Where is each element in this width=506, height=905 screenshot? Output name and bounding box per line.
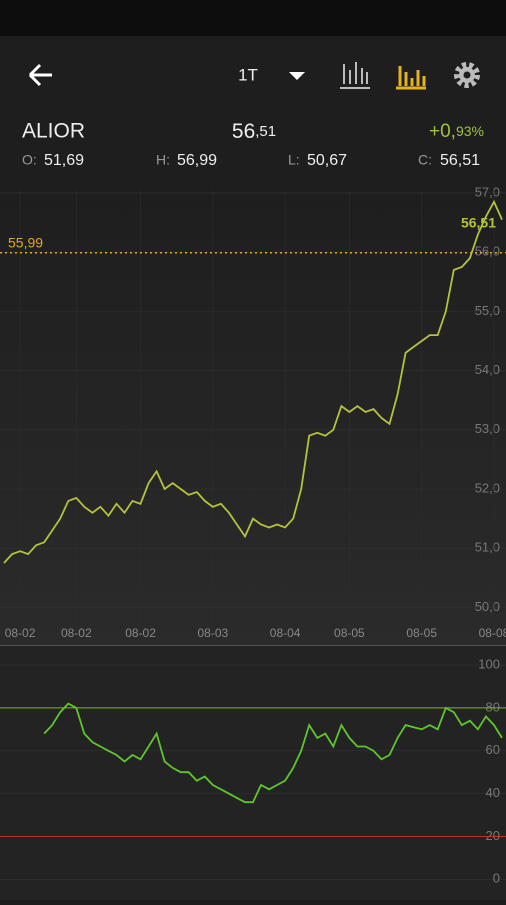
x-tick-label: 08-03 xyxy=(197,626,228,640)
x-tick-label: 08-05 xyxy=(406,626,437,640)
y-tick-label: 100 xyxy=(478,657,500,672)
ohlc-label: H: xyxy=(156,152,170,168)
y-tick-label: 56,0 xyxy=(475,244,500,259)
status-bar xyxy=(0,0,506,36)
change-main: +0, xyxy=(429,121,456,142)
ohlc-value: 50,67 xyxy=(307,152,347,169)
ohlc-label: L: xyxy=(288,152,300,168)
period[interactable]: 1T xyxy=(238,65,258,84)
x-tick-label: 08-05 xyxy=(334,626,365,640)
price-dec: ,51 xyxy=(255,123,276,140)
x-tick-label: 08-02 xyxy=(61,626,92,640)
chart-bg xyxy=(0,190,506,645)
ohlc-value: 56,51 xyxy=(440,152,480,169)
back-button[interactable] xyxy=(28,63,52,87)
symbol: ALIOR xyxy=(22,120,85,143)
y-tick-label: 51,0 xyxy=(475,540,500,555)
reference-label: 55,99 xyxy=(8,234,43,250)
price-int: 56 xyxy=(232,120,255,143)
period-dropdown[interactable] xyxy=(289,72,305,80)
change-dec: 93% xyxy=(456,123,484,139)
bar-icon[interactable] xyxy=(396,66,426,90)
price-line xyxy=(43,702,503,804)
y-tick-label: 0 xyxy=(493,871,500,886)
last-price-label: 56,51 xyxy=(461,215,496,231)
y-tick-label: 54,0 xyxy=(475,362,500,377)
x-tick-label: 08-02 xyxy=(125,626,156,640)
y-tick-label: 55,0 xyxy=(475,303,500,318)
y-tick-label: 53,0 xyxy=(475,421,500,436)
x-tick-label: 08-02 xyxy=(5,626,36,640)
header-bg xyxy=(0,36,506,190)
change: +0,93% xyxy=(429,121,484,142)
ohlc-label: C: xyxy=(418,152,432,168)
y-tick-label: 57,0 xyxy=(475,184,500,199)
x-tick-label: 08-04 xyxy=(270,626,301,640)
ohlc-label: O: xyxy=(22,152,37,168)
price: 56,51 xyxy=(232,120,276,143)
y-tick-label: 40 xyxy=(486,785,500,800)
y-tick-label: 60 xyxy=(486,742,500,757)
ohlc-value: 56,99 xyxy=(177,152,217,169)
oscillator-bg xyxy=(0,646,506,900)
price-line xyxy=(3,199,503,564)
y-tick-label: 50,0 xyxy=(475,599,500,614)
ohlc-value: 51,69 xyxy=(44,152,84,169)
x-tick-label: 08-08 xyxy=(479,626,506,640)
y-tick-label: 80 xyxy=(486,699,500,714)
y-tick-label: 52,0 xyxy=(475,480,500,495)
candle-icon[interactable] xyxy=(340,62,370,89)
settings-icon[interactable] xyxy=(454,62,480,88)
y-tick-label: 20 xyxy=(486,828,500,843)
